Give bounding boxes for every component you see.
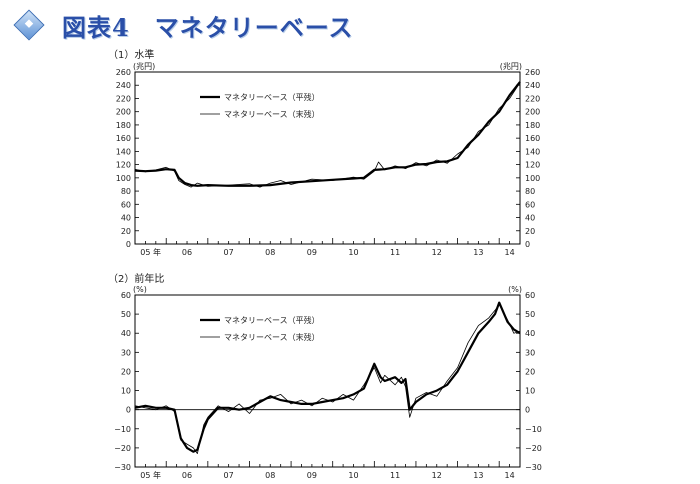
yoy-ytick-label-right: 40 xyxy=(525,329,535,338)
panel2-label: （2）前年比 xyxy=(108,274,165,285)
yoy-xtick-label: 11 xyxy=(390,471,400,480)
level-ytick-label-right: 120 xyxy=(525,161,540,170)
level-ytick-label-left: 200 xyxy=(116,108,131,117)
level-legend-label-1: マネタリーベース（平残） xyxy=(224,92,320,102)
yoy-ytick-label-right: 50 xyxy=(525,310,535,319)
yoy-unit-left: (%) xyxy=(133,285,147,294)
yoy-ytick-label-left: 10 xyxy=(121,387,131,396)
level-xtick-label: 13 xyxy=(473,248,483,257)
level-ytick-label-right: 220 xyxy=(525,94,540,103)
level-ytick-label-right: 140 xyxy=(525,147,540,156)
level-unit-left: (兆円) xyxy=(133,61,155,71)
yoy-ytick-label-right: 60 xyxy=(525,291,535,300)
yoy-ytick-label-right: 30 xyxy=(525,348,535,357)
yoy-ytick-label-left: −10 xyxy=(114,425,131,434)
level-legend-label-2: マネタリーベース（末残） xyxy=(224,109,320,119)
level-ytick-label-right: 180 xyxy=(525,121,540,130)
yoy-ytick-label-left: −20 xyxy=(114,444,131,453)
level-ytick-label-left: 0 xyxy=(126,240,131,249)
level-ytick-label-left: 100 xyxy=(116,174,131,183)
yoy-ytick-label-right: −10 xyxy=(525,425,542,434)
yoy-xtick-label: 12 xyxy=(432,471,442,480)
level-xtick-label: 11 xyxy=(390,248,400,257)
yoy-ytick-label-right: −30 xyxy=(525,463,542,472)
level-ytick-label-right: 60 xyxy=(525,200,535,209)
level-ytick-label-left: 120 xyxy=(116,161,131,170)
yoy-ytick-label-left: −30 xyxy=(114,463,131,472)
page-title: 図表4 マネタリーベース xyxy=(62,12,354,42)
yoy-legend-label-2: マネタリーベース（末残） xyxy=(224,332,320,342)
yoy-ytick-label-right: 10 xyxy=(525,387,535,396)
level-ytick-label-left: 80 xyxy=(121,187,131,196)
level-plot-frame xyxy=(134,71,521,245)
yoy-ytick-label-left: 0 xyxy=(126,406,131,415)
level-ytick-label-right: 20 xyxy=(525,227,535,236)
level-xtick-label: 12 xyxy=(432,248,442,257)
yoy-ytick-label-left: 20 xyxy=(121,367,131,376)
level-ytick-label-left: 240 xyxy=(116,81,131,90)
level-ytick-label-left: 140 xyxy=(116,147,131,156)
yoy-ytick-label-right: 20 xyxy=(525,367,535,376)
yoy-unit-right: (%) xyxy=(508,285,522,294)
level-xtick-label: 07 xyxy=(224,248,234,257)
level-ytick-label-left: 160 xyxy=(116,134,131,143)
yoy-xtick-label: 06 xyxy=(182,471,192,480)
yoy-ytick-label-left: 40 xyxy=(121,329,131,338)
level-ytick-label-left: 220 xyxy=(116,94,131,103)
level-series-line-1 xyxy=(134,81,521,187)
yoy-ytick-label-left: 60 xyxy=(121,291,131,300)
panel1-label: （1）水準 xyxy=(108,50,155,61)
yoy-xtick-label: 05 年 xyxy=(140,470,161,480)
title-bar: 図表4 マネタリーベース xyxy=(12,8,354,42)
yoy-plot-frame xyxy=(134,294,521,468)
yoy-xtick-label: 10 xyxy=(348,471,358,480)
yoy-xtick-label: 13 xyxy=(473,471,483,480)
level-ytick-label-left: 40 xyxy=(121,214,131,223)
level-ytick-label-left: 180 xyxy=(116,121,131,130)
level-ytick-label-right: 100 xyxy=(525,174,540,183)
yoy-xtick-label: 08 xyxy=(265,471,275,480)
level-ytick-label-left: 20 xyxy=(121,227,131,236)
level-ytick-label-right: 260 xyxy=(525,68,540,77)
level-ytick-label-right: 160 xyxy=(525,134,540,143)
level-ytick-label-right: 0 xyxy=(525,240,530,249)
yoy-xtick-label: 14 xyxy=(505,471,515,480)
level-ytick-label-right: 240 xyxy=(525,81,540,90)
level-xtick-label: 08 xyxy=(265,248,275,257)
yoy-ytick-label-left: 30 xyxy=(121,348,131,357)
yoy-series-line-1 xyxy=(134,301,521,453)
level-xtick-label: 10 xyxy=(348,248,358,257)
level-xtick-label: 09 xyxy=(307,248,317,257)
level-series-line-2 xyxy=(134,82,521,188)
level-ytick-label-right: 40 xyxy=(525,214,535,223)
yoy-legend-label-1: マネタリーベース（平残） xyxy=(224,315,320,325)
level-xtick-label: 06 xyxy=(182,248,192,257)
yoy-series-line-2 xyxy=(134,304,521,455)
level-ytick-label-left: 60 xyxy=(121,200,131,209)
yoy-ytick-label-left: 50 xyxy=(121,310,131,319)
yoy-xtick-label: 09 xyxy=(307,471,317,480)
level-ytick-label-left: 260 xyxy=(116,68,131,77)
level-xtick-label: 05 年 xyxy=(140,247,161,257)
yoy-ytick-label-right: 0 xyxy=(525,406,530,415)
level-xtick-label: 14 xyxy=(505,248,515,257)
yoy-ytick-label-right: −20 xyxy=(525,444,542,453)
level-ytick-label-right: 80 xyxy=(525,187,535,196)
level-ytick-label-right: 200 xyxy=(525,108,540,117)
yoy-xtick-label: 07 xyxy=(224,471,234,480)
level-unit-right: (兆円) xyxy=(500,61,522,71)
